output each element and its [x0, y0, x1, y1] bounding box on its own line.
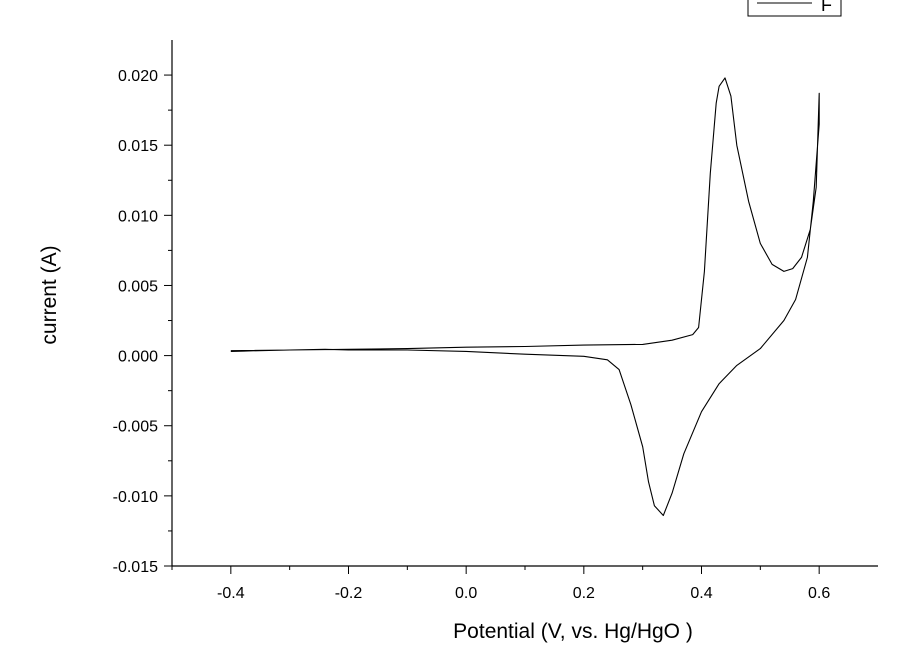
y-tick-label: 0.005	[118, 278, 158, 295]
plot-frame	[171, 40, 878, 567]
x-tick-label: 0.2	[573, 585, 595, 602]
y-tick-label: 0.000	[118, 349, 158, 366]
legend-label: F	[821, 0, 832, 15]
x-tick-label: -0.4	[217, 585, 245, 602]
x-tick-label: 0.4	[690, 585, 712, 602]
y-tick-label: 0.010	[118, 208, 158, 225]
x-axis-ticks: -0.4 -0.2 0.0 0.2 0.4 0.6	[171, 566, 830, 602]
x-tick-label: 0.6	[808, 585, 830, 602]
y-axis-ticks: -0.015 -0.010 -0.005 0.000 0.005 0.010 0.015 0.…	[113, 68, 172, 576]
legend: F	[747, 0, 842, 17]
x-tick-label: -0.2	[335, 585, 363, 602]
x-tick-label: 0.0	[455, 585, 477, 602]
y-tick-label: 0.015	[118, 138, 158, 155]
y-axis-title: current (A)	[38, 245, 61, 344]
legend-box	[747, 0, 842, 17]
y-tick-label: 0.020	[118, 68, 158, 85]
y-tick-label: -0.010	[113, 489, 158, 506]
series-line-F	[230, 77, 820, 517]
x-axis-title: Potential (V, vs. Hg/HgO )	[453, 620, 693, 643]
y-tick-label: -0.005	[113, 419, 158, 436]
y-tick-label: -0.015	[113, 559, 158, 576]
series-layer	[230, 77, 820, 517]
